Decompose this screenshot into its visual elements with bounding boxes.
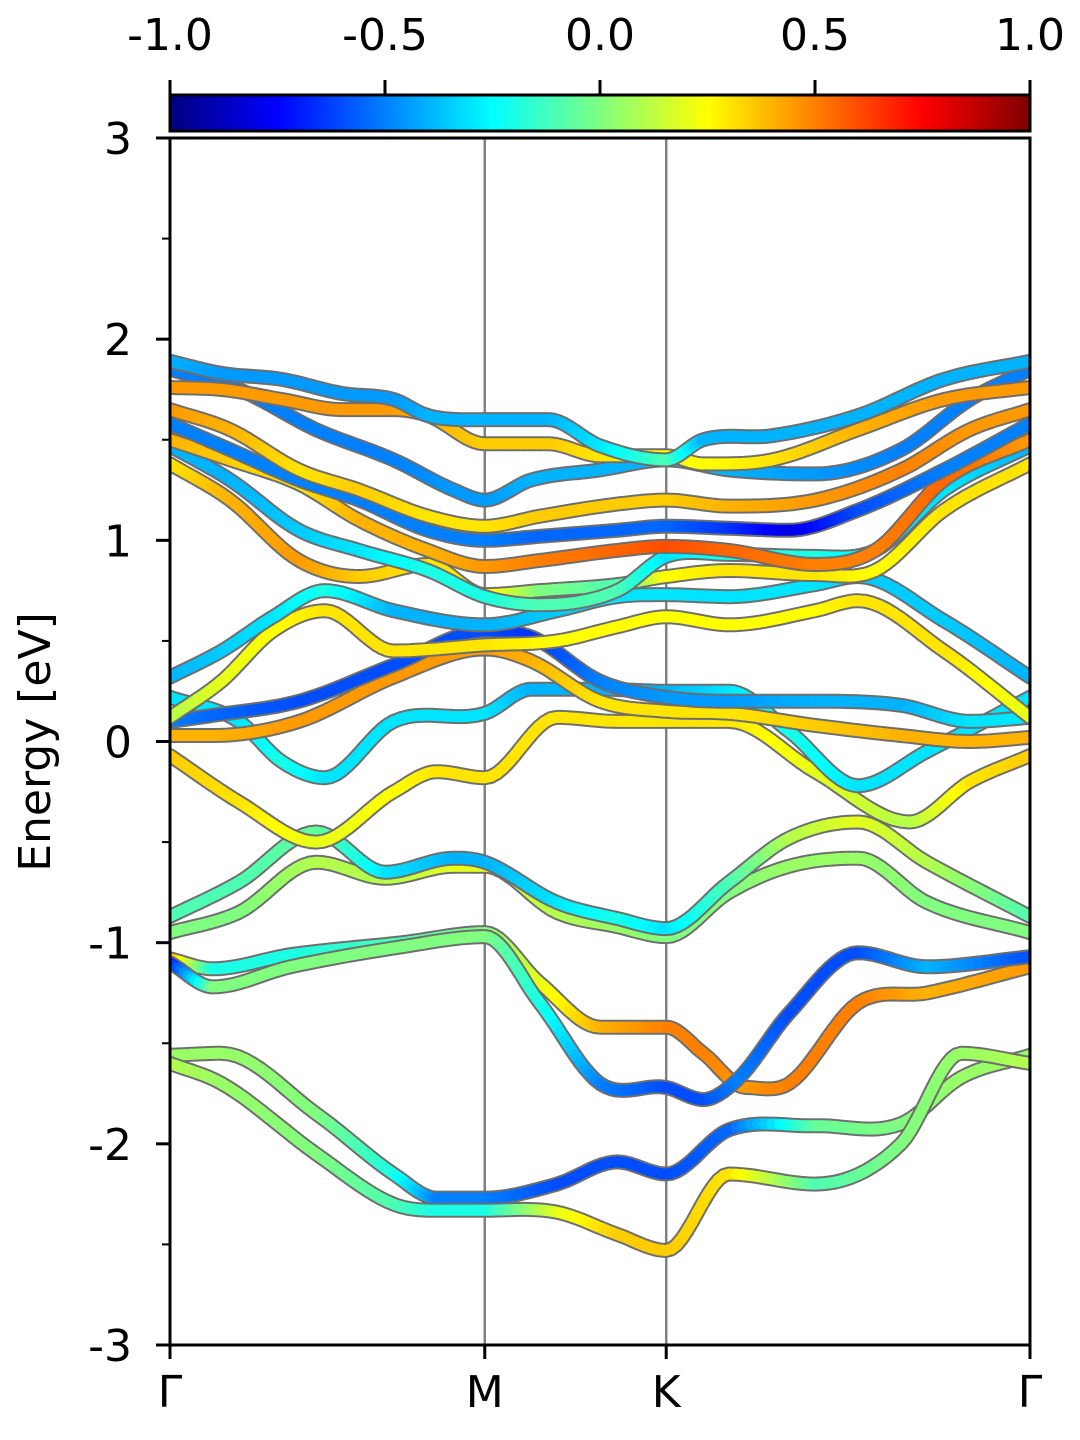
colorbar-tick-label: 0.5 — [780, 10, 850, 61]
y-tick-label: 1 — [104, 516, 132, 567]
k-point-label: M — [466, 1367, 504, 1418]
band-line — [170, 641, 1030, 749]
k-point-label: Γ — [1018, 1367, 1043, 1418]
colorbar-tick-label: 1.0 — [995, 10, 1065, 61]
band-line — [170, 353, 1030, 468]
band-line — [170, 1045, 1030, 1258]
y-tick-label: 3 — [104, 114, 132, 165]
y-tick-label: 2 — [104, 315, 132, 366]
band-line — [170, 1045, 1030, 1206]
band-line — [170, 850, 1030, 945]
k-point-label: K — [652, 1367, 682, 1418]
y-axis-ticks: -3 -2 -1 0 1 2 3 — [88, 114, 170, 1372]
band-lines — [170, 353, 1030, 1258]
plot-area: -3 -2 -1 0 1 2 3 Γ M K Γ Energy [eV] — [10, 114, 1043, 1418]
colorbar-gradient — [168, 93, 1032, 133]
y-tick-label: -1 — [88, 919, 132, 970]
y-axis-label: Energy [eV] — [10, 612, 61, 872]
colorbar: -1.0 -0.5 0.0 0.5 1.0 — [127, 10, 1065, 133]
colorbar-ticks: -1.0 -0.5 0.0 0.5 1.0 — [127, 10, 1065, 95]
high-symmetry-lines — [483, 138, 668, 1345]
band-line — [170, 593, 1030, 725]
colorbar-tick-label: -1.0 — [127, 10, 213, 61]
band-line — [170, 361, 1030, 508]
y-tick-label: 0 — [104, 718, 132, 769]
y-tick-label: -2 — [88, 1120, 132, 1171]
k-point-label: Γ — [158, 1367, 183, 1418]
band-line — [170, 709, 1030, 850]
colorbar-tick-label: -0.5 — [342, 10, 428, 61]
colorbar-tick-label: 0.0 — [565, 10, 635, 61]
band-line — [170, 929, 1030, 1108]
y-tick-label: -3 — [88, 1321, 132, 1372]
band-line — [170, 416, 1030, 548]
band-line — [170, 402, 1030, 534]
